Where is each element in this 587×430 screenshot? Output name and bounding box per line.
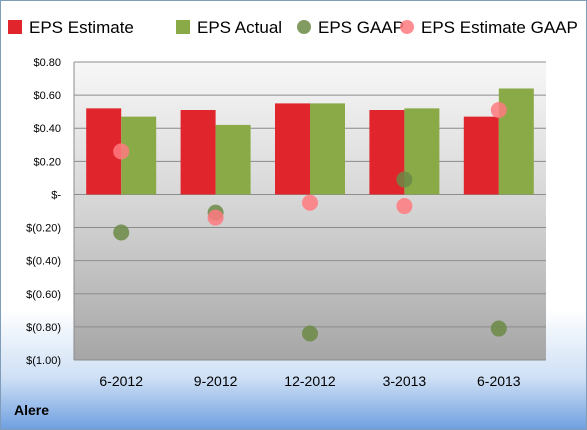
legend-swatch [8,20,22,34]
y-tick-label: $(0.40) [26,256,61,268]
eps-estimate-gaap-point [396,198,413,215]
y-tick-label: $(0.80) [26,322,61,334]
eps-estimate-bar [275,103,310,195]
legend-label: EPS Actual [197,18,282,37]
eps-estimate-bar [180,110,216,195]
x-tick-label: 9-2012 [194,373,238,389]
y-tick-label: $0.20 [33,156,61,168]
y-tick-label: $0.40 [33,123,61,135]
y-axis-ticks: $0.80 $0.60 $0.40 $0.20 $- $(0.20) $(0.40) $(0.… [26,57,61,367]
y-tick-label: $(0.60) [26,289,61,301]
eps-estimate-gaap-point [302,194,318,211]
x-tick-label: 6-2012 [99,373,143,389]
y-tick-label: $0.60 [33,90,61,102]
y-tick-label: $(1.00) [26,355,61,367]
legend-label: EPS GAAP [318,18,404,37]
company-name: Alere [14,402,50,418]
legend-label: EPS Estimate [29,18,134,37]
points [113,102,507,342]
eps-gaap-point [302,325,318,342]
eps-gaap-point [490,320,507,337]
eps-actual-bar [215,124,251,195]
legend-swatch [176,20,190,34]
legend-label: EPS Estimate GAAP [421,18,578,37]
eps-estimate-gaap-point [113,143,130,160]
x-tick-label: 6-2013 [477,373,521,389]
y-tick-label: $0.80 [33,57,61,69]
x-axis-ticks: 6-2012 9-2012 12-2012 3-2013 6-2013 [99,373,520,389]
eps-actual-bar [310,103,345,195]
legend-marker [297,20,311,34]
x-tick-label: 12-2012 [284,373,336,389]
legend-marker [400,20,414,34]
bars [86,88,534,195]
eps-estimate-gaap-point [207,209,224,226]
y-tick-label: $(0.20) [26,223,61,235]
eps-gaap-point [113,224,130,241]
y-tick-label: $- [51,189,61,201]
eps-gaap-point [396,171,413,188]
x-tick-label: 3-2013 [383,373,427,389]
legend: EPS Estimate EPS Actual EPS GAAP EPS Estima… [8,18,578,37]
eps-estimate-bar [463,116,499,195]
eps-estimate-gaap-point [490,102,507,119]
